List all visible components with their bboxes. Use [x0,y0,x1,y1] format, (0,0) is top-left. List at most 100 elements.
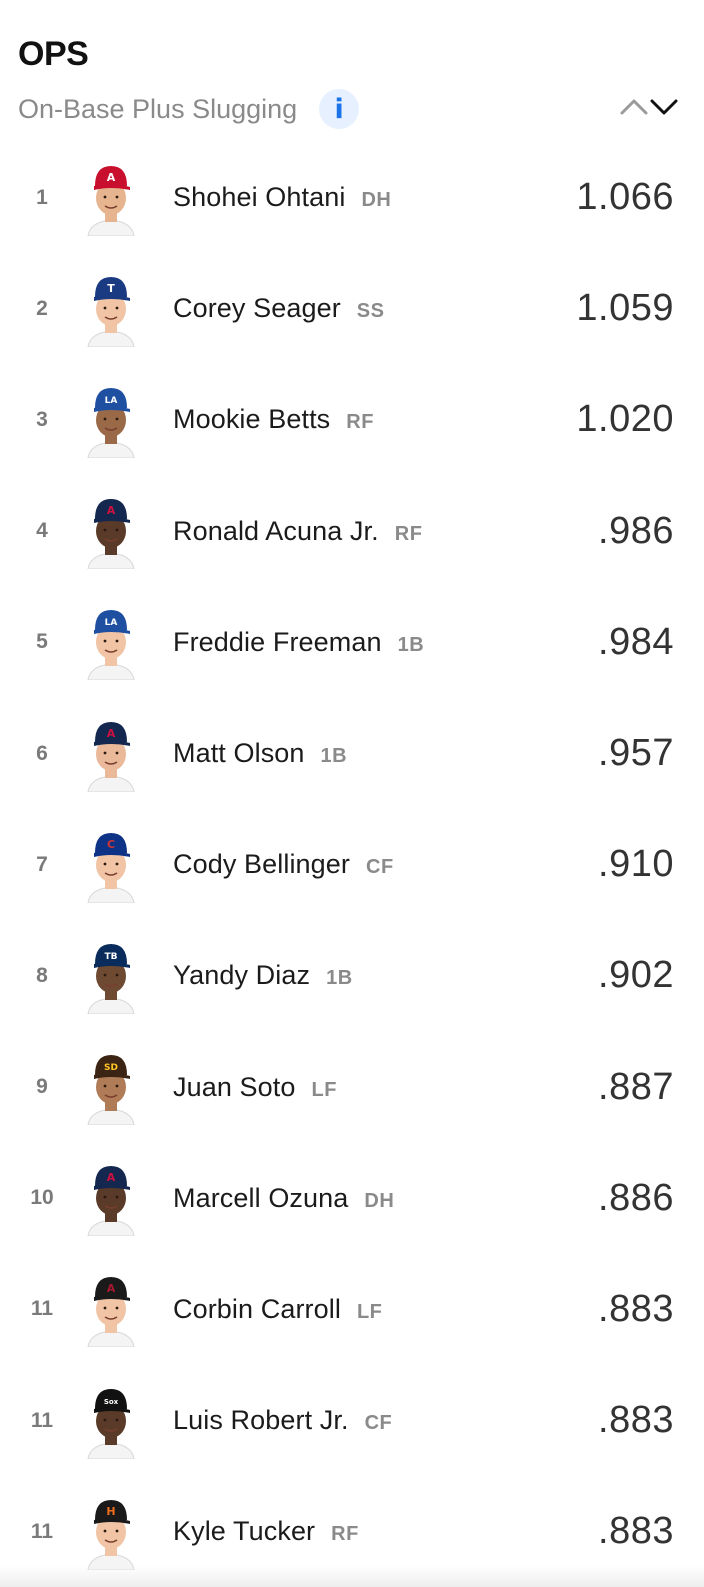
player-rank: 2 [36,296,48,320]
player-list: 1 A Shohei Ohtani DH 1.066 2 T Corey Seager SS 1.… [0,142,704,1587]
player-headshot[interactable]: A [80,160,142,236]
player-row[interactable]: 11 A Corbin Carroll LF .883 [0,1254,704,1365]
player-position: 1B [320,745,348,768]
player-row[interactable]: 4 A Ronald Acuna Jr. RF .986 [0,476,704,587]
player-headshot[interactable]: LA [80,382,142,458]
player-position: RF [346,411,374,434]
player-position: LF [356,1300,383,1323]
player-row[interactable]: 11 Sox Luis Robert Jr. CF .883 [0,1365,704,1476]
stat-value: 1.020 [576,398,674,441]
player-position: CF [366,856,394,879]
team-logo: A [107,1171,116,1184]
player-rank: 9 [36,1075,48,1099]
player-row[interactable]: 7 C Cody Bellinger CF .910 [0,809,704,920]
player-name[interactable]: Mookie Betts [173,404,331,435]
stat-value: .887 [598,1065,674,1108]
team-logo: A [107,727,116,740]
info-icon: i [334,93,344,125]
chevron-up-icon[interactable] [620,97,648,117]
player-name-group: Ronald Acuna Jr. RF [173,516,422,547]
player-rank: 11 [30,1519,54,1543]
player-name-group: Juan Soto LF [173,1072,337,1103]
player-row[interactable]: 10 A Marcell Ozuna DH .886 [0,1143,704,1254]
stat-value: .910 [598,843,674,886]
player-name-group: Cody Bellinger CF [173,849,394,880]
player-rank: 11 [30,1408,54,1432]
chevron-down-icon[interactable] [650,97,678,117]
player-position: CF [364,1412,393,1435]
player-name[interactable]: Matt Olson [173,738,305,769]
player-name[interactable]: Luis Robert Jr. [173,1405,349,1436]
leaderboard-header: OPS On-Base Plus Slugging i [18,34,678,134]
player-position: LF [311,1078,337,1101]
player-position: 1B [397,633,425,656]
player-name-group: Marcell Ozuna DH [173,1183,394,1214]
player-name[interactable]: Corbin Carroll [173,1293,341,1324]
player-rank: 7 [36,852,48,876]
player-headshot[interactable]: SD [80,1049,142,1126]
player-headshot[interactable]: Sox [80,1383,142,1459]
sort-toggle-button[interactable] [620,92,678,122]
stat-value: .886 [598,1176,674,1219]
subtitle-row: On-Base Plus Slugging i [18,88,360,130]
player-position: SS [356,300,385,323]
player-name[interactable]: Shohei Ohtani [173,182,346,213]
stat-value: .883 [598,1287,674,1330]
team-logo: T [107,282,115,295]
player-headshot[interactable]: A [80,1160,142,1237]
stat-value: .902 [598,954,674,997]
stat-value: .957 [598,732,674,775]
team-logo: TB [105,952,118,962]
player-name-group: Yandy Diaz 1B [173,960,353,991]
player-name[interactable]: Yandy Diaz [173,960,311,991]
player-name[interactable]: Marcell Ozuna [173,1182,349,1213]
team-logo: A [107,1282,116,1295]
player-position: 1B [326,967,353,990]
stat-value: .986 [598,509,674,552]
player-rank: 10 [30,1186,54,1210]
stat-value: .883 [598,1510,674,1553]
player-row[interactable]: 9 SD Juan Soto LF .887 [0,1032,704,1143]
player-name[interactable]: Corey Seager [173,293,341,324]
player-row[interactable]: 6 A Matt Olson 1B .957 [0,698,704,809]
player-position: DH [361,189,392,212]
player-position: RF [331,1523,359,1546]
player-row[interactable]: 11 H Kyle Tucker RF .883 [0,1476,704,1587]
player-rank: 11 [30,1297,54,1321]
player-rank: 3 [36,407,48,431]
player-name[interactable]: Freddie Freeman [173,626,382,657]
player-position: DH [364,1189,395,1212]
player-headshot[interactable]: LA [80,604,142,681]
player-name[interactable]: Juan Soto [173,1071,296,1102]
player-headshot[interactable]: TB [80,938,142,1014]
player-rank: 8 [36,963,48,987]
player-row[interactable]: 2 T Corey Seager SS 1.059 [0,253,704,364]
stat-subtitle: On-Base Plus Slugging [18,94,298,124]
player-row[interactable]: 5 LA Freddie Freeman 1B .984 [0,587,704,698]
stat-value: 1.066 [576,176,674,219]
team-logo: LA [105,618,118,628]
player-headshot[interactable]: T [80,271,142,347]
player-row[interactable]: 8 TB Yandy Diaz 1B .902 [0,920,704,1031]
scroll-fade [0,1565,704,1587]
player-headshot[interactable]: A [80,716,142,792]
info-button[interactable]: i [319,89,360,129]
team-logo: LA [105,396,118,406]
player-name-group: Corey Seager SS [173,293,384,324]
player-name[interactable]: Cody Bellinger [173,849,350,880]
player-row[interactable]: 3 LA Mookie Betts RF 1.020 [0,364,704,475]
player-position: RF [394,522,423,545]
player-name[interactable]: Ronald Acuna Jr. [173,515,379,546]
player-headshot[interactable]: C [80,827,142,903]
player-name-group: Shohei Ohtani DH [173,182,391,213]
player-headshot[interactable]: A [80,1271,142,1348]
player-headshot[interactable]: A [80,493,142,570]
player-headshot[interactable]: H [80,1494,142,1570]
stat-title: OPS [18,35,89,73]
player-name[interactable]: Kyle Tucker [173,1516,316,1547]
player-row[interactable]: 1 A Shohei Ohtani DH 1.066 [0,142,704,253]
team-logo: SD [104,1063,118,1073]
player-name-group: Kyle Tucker RF [173,1516,359,1547]
stat-value: .984 [598,620,674,663]
